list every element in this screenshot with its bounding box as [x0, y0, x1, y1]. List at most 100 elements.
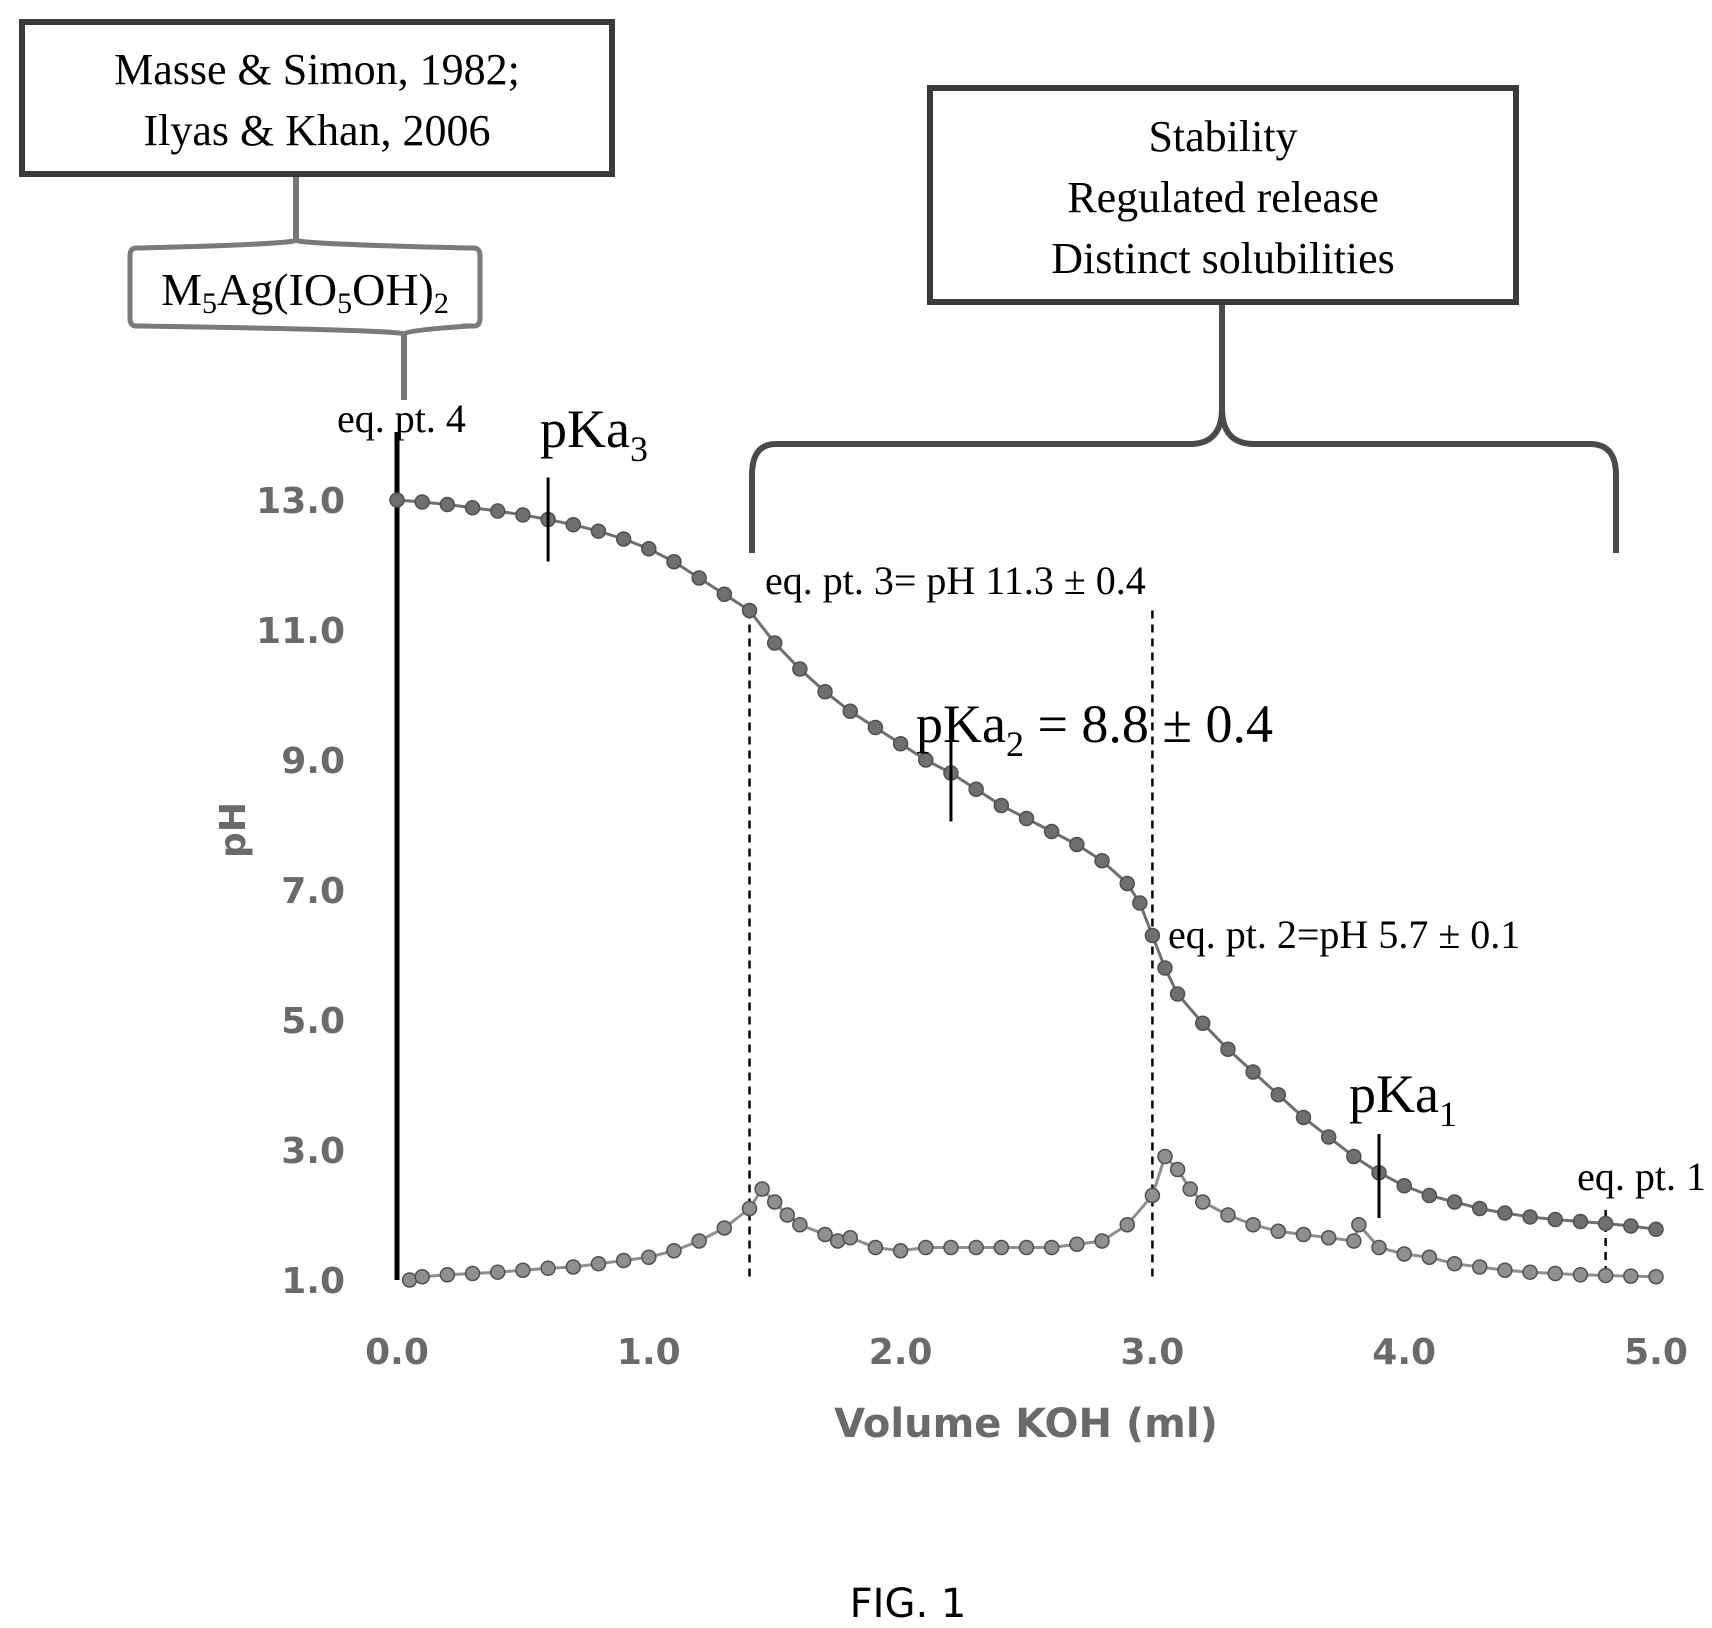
data-point	[918, 1239, 934, 1256]
figure-caption: FIG. 1	[850, 1581, 967, 1627]
data-point	[489, 1264, 506, 1280]
data-point	[779, 1207, 796, 1223]
data-point	[892, 1243, 909, 1259]
data-point	[1169, 1161, 1186, 1178]
data-point	[842, 703, 858, 719]
data-point	[590, 1256, 607, 1272]
data-point	[615, 1252, 632, 1269]
data-point	[1471, 1259, 1488, 1275]
citation-line-1: Masse & Simon, 1982;	[114, 45, 520, 94]
data-point	[1597, 1267, 1614, 1284]
data-point	[1572, 1267, 1589, 1283]
data-point	[1119, 875, 1135, 892]
data-point	[741, 602, 758, 619]
data-point	[1144, 1187, 1161, 1204]
y-tick-label: 3.0	[281, 1131, 345, 1172]
data-point	[414, 494, 430, 510]
data-point	[716, 586, 733, 602]
data-point	[1522, 1264, 1538, 1280]
data-point	[489, 503, 506, 519]
data-point	[1157, 960, 1173, 976]
data-point	[1346, 1233, 1362, 1249]
data-point	[993, 797, 1010, 814]
x-axis-title: Volume KOH (ml)	[834, 1401, 1218, 1447]
data-point	[1043, 1239, 1060, 1256]
data-point	[414, 1269, 430, 1285]
series-2	[401, 1148, 1664, 1288]
data-point	[1018, 1239, 1035, 1256]
data-point	[1421, 1249, 1438, 1265]
data-point	[1245, 1064, 1261, 1080]
data-point	[1195, 1015, 1211, 1031]
annotation-pka3: pKa3	[540, 399, 648, 469]
data-point	[590, 523, 607, 539]
data-point	[1547, 1265, 1564, 1282]
data-point	[1346, 1148, 1362, 1165]
data-point	[565, 516, 582, 533]
data-point	[1396, 1178, 1412, 1194]
data-point	[615, 531, 632, 547]
data-point	[1320, 1129, 1337, 1145]
y-tick-label: 13.0	[256, 481, 345, 522]
data-point	[1497, 1205, 1513, 1221]
data-point	[968, 781, 984, 797]
formula-brace	[127, 237, 483, 338]
annotation-eq-pt-4: eq. pt. 4	[337, 396, 466, 441]
annotation-eq-pt-1: eq. pt. 1	[1577, 1154, 1706, 1199]
data-point	[1094, 853, 1110, 869]
data-point	[1069, 1236, 1085, 1252]
data-point	[1169, 986, 1186, 1002]
series-line	[396, 498, 1657, 1231]
data-point	[1623, 1218, 1639, 1234]
data-point	[1195, 1194, 1211, 1210]
data-point	[716, 1220, 733, 1236]
y-tick-label: 11.0	[256, 611, 345, 652]
data-point	[1371, 1239, 1387, 1256]
data-point	[1018, 810, 1035, 827]
data-point	[867, 1239, 884, 1256]
citation-line-2: Ilyas & Khan, 2006	[143, 106, 490, 155]
y-axis-title: pH	[213, 802, 254, 858]
data-point	[867, 719, 884, 736]
data-point	[766, 635, 783, 651]
data-point	[766, 1194, 783, 1210]
data-point	[439, 496, 456, 513]
data-point	[817, 684, 833, 700]
data-point	[754, 1181, 770, 1197]
data-point	[389, 492, 405, 508]
data-point	[1497, 1262, 1513, 1278]
data-point	[1157, 1148, 1173, 1165]
formula-label: M5Ag(IO5OH)2	[161, 264, 449, 320]
data-point	[515, 1262, 531, 1278]
x-tick-labels: 0.0 1.0 2.0 3.0 4.0 5.0	[365, 1332, 1688, 1373]
equivalence-lines	[395, 500, 1607, 1280]
y-tick-label: 1.0	[281, 1261, 345, 1302]
data-point	[1446, 1256, 1463, 1272]
y-tick-label: 9.0	[281, 741, 345, 782]
data-point	[464, 500, 481, 516]
data-point	[691, 1233, 707, 1249]
data-point	[842, 1230, 858, 1246]
data-point	[1522, 1209, 1538, 1225]
properties-line-2: Regulated release	[1067, 173, 1379, 222]
y-tick-label: 5.0	[281, 1001, 345, 1042]
x-tick-label: 3.0	[1121, 1332, 1185, 1373]
properties-brace	[749, 305, 1619, 553]
data-point	[1351, 1217, 1367, 1233]
x-tick-label: 2.0	[869, 1332, 933, 1373]
titration-chart: 1.0 3.0 5.0 7.0 9.0 11.0 13.0 0.0 1.0 2.0 3.0 4.0 5…	[256, 432, 1688, 1373]
series-layer	[389, 492, 1664, 1288]
data-point	[641, 1249, 657, 1265]
data-point	[1144, 927, 1161, 944]
data-point	[464, 1265, 481, 1282]
x-tick-label: 4.0	[1372, 1332, 1436, 1373]
data-point	[1471, 1200, 1488, 1217]
data-point	[565, 1259, 582, 1275]
data-point	[666, 554, 682, 570]
data-point	[1069, 836, 1085, 853]
data-point	[993, 1239, 1010, 1256]
data-point	[1270, 1223, 1287, 1239]
data-point	[1446, 1194, 1463, 1210]
data-point	[918, 752, 934, 768]
data-point	[817, 1226, 833, 1243]
